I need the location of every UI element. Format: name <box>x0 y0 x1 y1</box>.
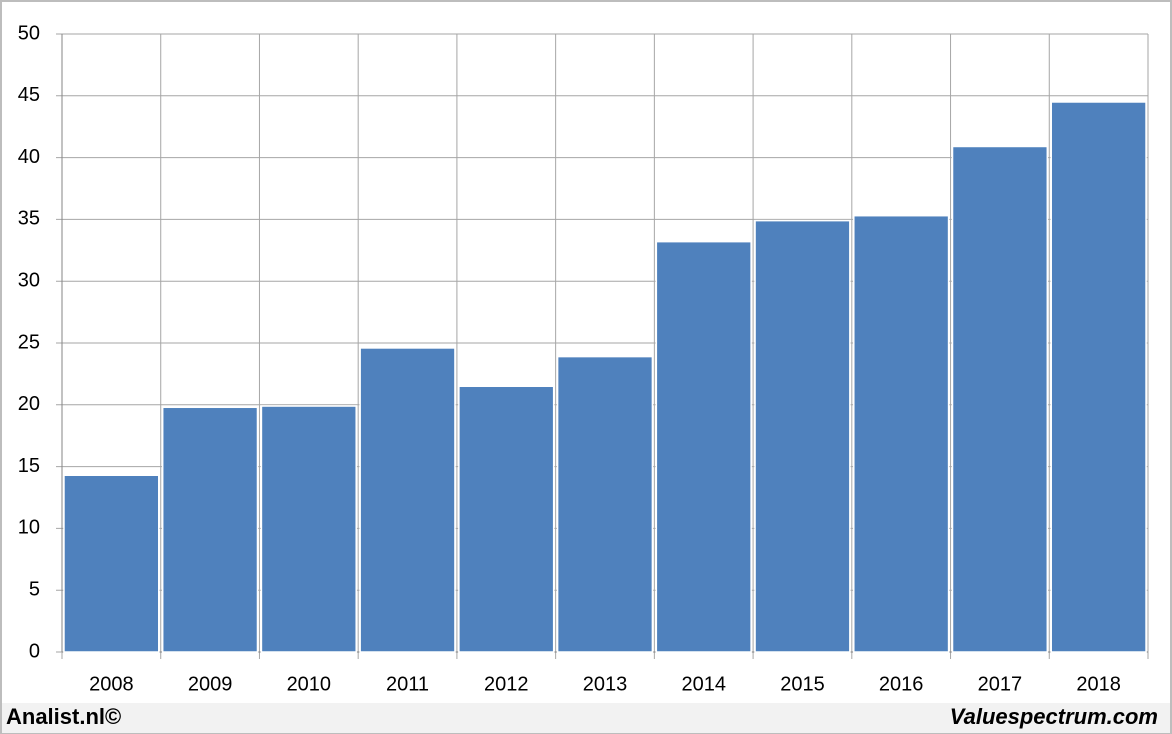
x-tick-label: 2018 <box>1076 673 1121 695</box>
y-tick-label: 5 <box>29 578 40 600</box>
bar <box>260 405 357 653</box>
bar <box>161 406 259 653</box>
x-tick-label: 2011 <box>386 673 429 695</box>
x-tick-label: 2013 <box>583 673 628 695</box>
x-tick-label: 2017 <box>978 673 1023 695</box>
y-tick-label: 0 <box>29 640 40 662</box>
bar <box>1050 101 1147 653</box>
y-tick-label: 20 <box>18 393 40 415</box>
y-tick-label: 25 <box>18 331 40 353</box>
x-tick-label: 2012 <box>484 673 529 695</box>
x-tick-label: 2010 <box>287 673 332 695</box>
x-tick-label: 2016 <box>879 673 924 695</box>
y-tick-label: 45 <box>18 84 40 106</box>
x-tick-label: 2009 <box>188 673 233 695</box>
bar <box>853 214 950 653</box>
bar <box>754 219 851 653</box>
x-tick-label: 2008 <box>89 673 134 695</box>
x-tick-label: 2015 <box>780 673 825 695</box>
y-tick-label: 10 <box>18 517 40 539</box>
footer-left: Analist.nl© <box>6 704 121 729</box>
y-tick-label: 35 <box>18 208 40 230</box>
bar <box>359 347 456 653</box>
y-tick-label: 15 <box>18 455 40 477</box>
x-tick-label: 2014 <box>681 673 726 695</box>
y-tick-label: 50 <box>18 22 40 44</box>
bar <box>556 355 654 653</box>
bar <box>458 385 555 653</box>
footer-band <box>2 703 1170 733</box>
y-tick-label: 30 <box>18 269 40 291</box>
bar <box>63 474 160 653</box>
bar <box>655 240 752 653</box>
bar <box>951 145 1049 653</box>
footer-right: Valuespectrum.com <box>950 704 1158 729</box>
y-tick-label: 40 <box>18 146 40 168</box>
